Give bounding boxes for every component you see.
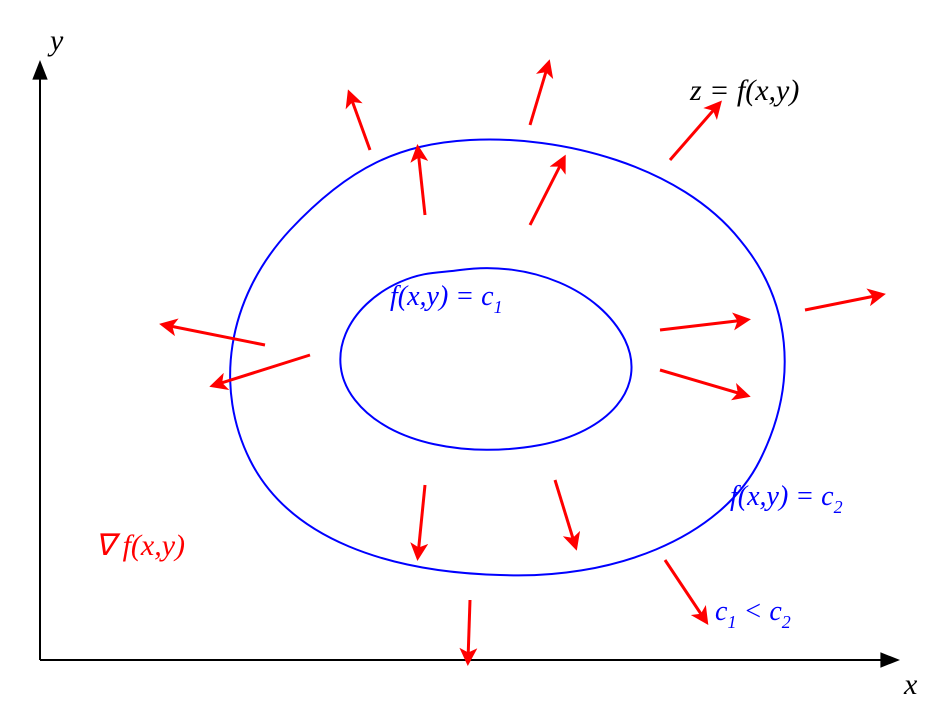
gradient-arrow <box>418 150 425 215</box>
x-axis-arrowhead <box>880 652 900 667</box>
gradient-label: ∇ f(x,y) <box>95 529 185 562</box>
gradient-arrows <box>165 65 880 660</box>
y-axis-label: y <box>47 24 64 57</box>
gradient-arrow <box>670 105 718 160</box>
gradient-arrow <box>350 95 370 150</box>
level-curves <box>230 139 785 575</box>
outer-curve-label: f(x,y) = c2 <box>730 481 843 517</box>
y-axis-arrowhead <box>32 60 47 80</box>
gradient-arrow <box>530 65 548 125</box>
gradient-arrow <box>418 485 425 555</box>
gradient-arrow <box>555 480 575 545</box>
gradient-level-curve-diagram: x y z = f(x,y) f(x,y) = c1 f(x,y) = c2 ∇… <box>0 0 935 720</box>
outer-level-curve <box>230 139 785 575</box>
gradient-arrow <box>665 560 705 620</box>
surface-equation-label: z = f(x,y) <box>689 74 799 107</box>
inner-curve-label: f(x,y) = c1 <box>390 281 503 317</box>
gradient-arrow <box>660 370 745 395</box>
inequality-label: c1 < c2 <box>715 596 791 632</box>
x-axis-label: x <box>903 668 918 701</box>
labels: z = f(x,y) f(x,y) = c1 f(x,y) = c2 ∇ f(x… <box>95 74 843 632</box>
gradient-arrow <box>805 295 880 310</box>
gradient-arrow <box>660 320 745 330</box>
gradient-arrow <box>530 160 563 225</box>
gradient-arrow <box>468 600 470 660</box>
gradient-arrow <box>165 325 265 345</box>
